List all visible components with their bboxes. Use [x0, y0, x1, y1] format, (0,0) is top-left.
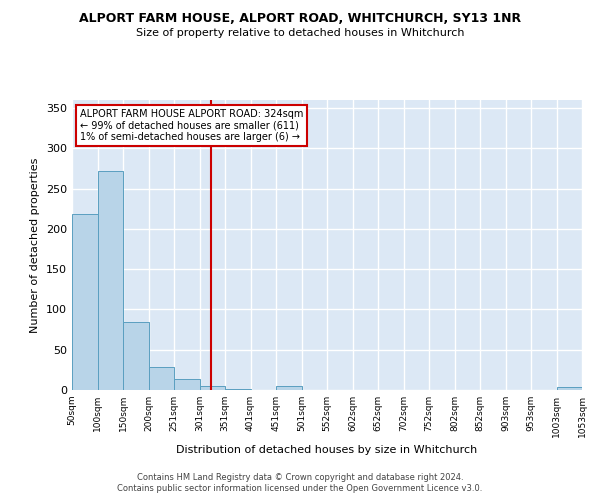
- Text: ALPORT FARM HOUSE ALPORT ROAD: 324sqm
← 99% of detached houses are smaller (611): ALPORT FARM HOUSE ALPORT ROAD: 324sqm ← …: [80, 108, 303, 142]
- Bar: [174, 378, 199, 390]
- X-axis label: Distribution of detached houses by size in Whitchurch: Distribution of detached houses by size …: [176, 446, 478, 456]
- Bar: [199, 386, 225, 390]
- Bar: [72, 214, 97, 390]
- Bar: [276, 386, 302, 390]
- Text: Contains public sector information licensed under the Open Government Licence v3: Contains public sector information licen…: [118, 484, 482, 493]
- Text: ALPORT FARM HOUSE, ALPORT ROAD, WHITCHURCH, SY13 1NR: ALPORT FARM HOUSE, ALPORT ROAD, WHITCHUR…: [79, 12, 521, 26]
- Bar: [97, 171, 123, 390]
- Bar: [225, 389, 251, 390]
- Text: Size of property relative to detached houses in Whitchurch: Size of property relative to detached ho…: [136, 28, 464, 38]
- Bar: [149, 366, 174, 390]
- Bar: [557, 387, 582, 390]
- Text: Contains HM Land Registry data © Crown copyright and database right 2024.: Contains HM Land Registry data © Crown c…: [137, 472, 463, 482]
- Bar: [123, 322, 149, 390]
- Y-axis label: Number of detached properties: Number of detached properties: [31, 158, 40, 332]
